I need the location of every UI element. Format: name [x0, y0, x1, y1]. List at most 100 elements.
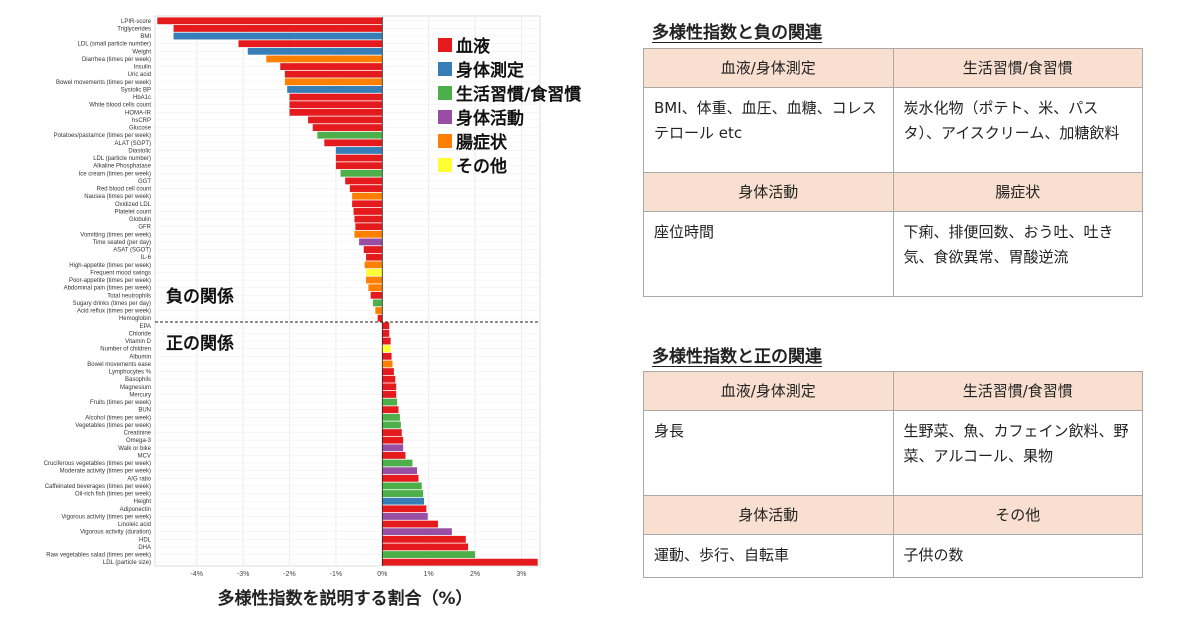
y-tick-label: Oil-rich fish (times per week): [75, 492, 151, 498]
bar: [375, 307, 383, 314]
legend-swatch: [438, 38, 452, 52]
y-tick-label: hsCRP: [132, 118, 151, 124]
legend-label: 身体測定: [456, 60, 524, 81]
bar: [382, 330, 390, 337]
bar: [382, 421, 401, 429]
y-tick-label: Alkaline Phosphatase: [93, 164, 151, 170]
y-tick-label: ASAT (SGOT): [113, 248, 151, 254]
bar: [335, 154, 383, 162]
y-tick-label: Alcohol (times per week): [85, 415, 151, 421]
legend-swatch: [438, 158, 452, 172]
bar: [366, 269, 383, 276]
bar: [352, 200, 383, 208]
y-tick-label: White blood cells count: [89, 103, 151, 109]
bar: [157, 17, 383, 25]
y-tick-label: Acid reflux (times per week): [77, 309, 151, 315]
bar: [382, 467, 418, 475]
y-tick-label: Poor-appetite (times per week): [69, 278, 151, 284]
bar: [377, 314, 383, 322]
y-tick-label: Total neutrophils: [107, 293, 151, 299]
bar: [382, 543, 469, 551]
y-tick-label: Omega-3: [126, 438, 152, 444]
y-tick-label: Magnesium: [120, 385, 151, 391]
table-header-cell: 身体活動: [643, 172, 894, 212]
bar: [368, 284, 383, 292]
bar: [382, 452, 406, 459]
bar: [382, 322, 390, 330]
y-tick-label: GFR: [138, 225, 151, 231]
y-tick-label: Mercury: [129, 392, 151, 398]
bar: [335, 162, 383, 170]
y-tick-label: HDL: [139, 537, 152, 543]
table-cell: 運動、歩行、自転車: [643, 534, 894, 578]
y-tick-label: Vegetables (times per week): [75, 423, 151, 429]
bar: [353, 208, 383, 215]
bar: [382, 490, 424, 497]
x-tick-label: 3%: [516, 571, 526, 578]
bar: [370, 291, 383, 299]
bar: [324, 139, 383, 147]
legend-label: 腸症状: [456, 132, 508, 153]
negative-table: 血液/身体測定 生活習慣/食習慣 BMI、体重、血圧、血糖、コレステロール et…: [643, 48, 1143, 297]
bar: [373, 299, 383, 307]
y-tick-label: Number of children: [100, 347, 151, 353]
bar: [354, 215, 383, 223]
y-tick-label: Globulin: [129, 217, 151, 223]
bar: [382, 436, 404, 444]
legend-swatch: [438, 134, 452, 148]
y-tick-label: Height: [134, 499, 152, 505]
x-tick-labels: -4% -3% -2% -1% 0% 1% 2% 3%: [191, 571, 527, 578]
y-tick-label: LPIR-score: [121, 19, 152, 25]
negative-table-title: 多様性指数と負の関連: [652, 23, 822, 43]
bar: [382, 535, 466, 543]
x-tick-label: -2%: [283, 571, 295, 578]
bar: [173, 32, 383, 40]
bar: [382, 383, 397, 391]
bar: [247, 47, 383, 55]
bar: [289, 93, 383, 101]
bar: [382, 406, 399, 414]
y-tick-label: Linoleic acid: [118, 522, 151, 528]
y-tick-label: Diastolic: [128, 148, 151, 154]
bar: [382, 368, 394, 375]
y-tick-label: Creatinine: [124, 431, 152, 437]
table-header-cell: 生活習慣/食習慣: [892, 48, 1143, 88]
positive-region-label: 正の関係: [166, 333, 234, 354]
y-tick-label: BUN: [138, 408, 151, 414]
y-tick-label: Glucose: [129, 126, 152, 132]
table-header-cell: その他: [892, 495, 1143, 535]
bar: [382, 558, 538, 566]
y-tick-label: GGT: [138, 179, 151, 185]
y-tick-label: Diarrhea (times per week): [82, 57, 151, 63]
y-tick-label: Ice cream (times per week): [79, 171, 151, 177]
bar: [312, 124, 383, 131]
y-tick-label: Vigorous activity (times per week): [61, 514, 151, 520]
bar: [382, 459, 413, 467]
bar: [355, 223, 383, 231]
table-header-cell: 身体活動: [643, 495, 894, 535]
x-tick-label: -4%: [191, 571, 203, 578]
table-row: 身長 生野菜、魚、カフェイン飲料、野菜、アルコール、果物: [643, 410, 1143, 496]
negative-region-label: 負の関係: [166, 286, 234, 307]
y-tick-label: HbA1c: [133, 95, 151, 101]
bar: [382, 375, 396, 383]
bar: [173, 25, 383, 32]
y-tick-label: Walk or bike: [118, 446, 151, 452]
bar: [349, 185, 383, 192]
y-tick-label: High-appetite (times per week): [69, 263, 151, 269]
bar: [382, 444, 404, 452]
bar: [284, 78, 383, 86]
y-tick-label: Insulin: [134, 65, 151, 71]
bar: [382, 352, 392, 360]
bar: [352, 192, 383, 200]
y-tick-label: Hemoglobin: [119, 316, 151, 322]
y-tick-label: Weight: [132, 49, 151, 55]
bars: [157, 17, 538, 566]
legend-label: 血液: [456, 36, 490, 57]
legend-swatch: [438, 86, 452, 100]
legend-label: 生活習慣/食習慣: [456, 84, 581, 105]
table-header-cell: 生活習慣/食習慣: [892, 371, 1143, 411]
